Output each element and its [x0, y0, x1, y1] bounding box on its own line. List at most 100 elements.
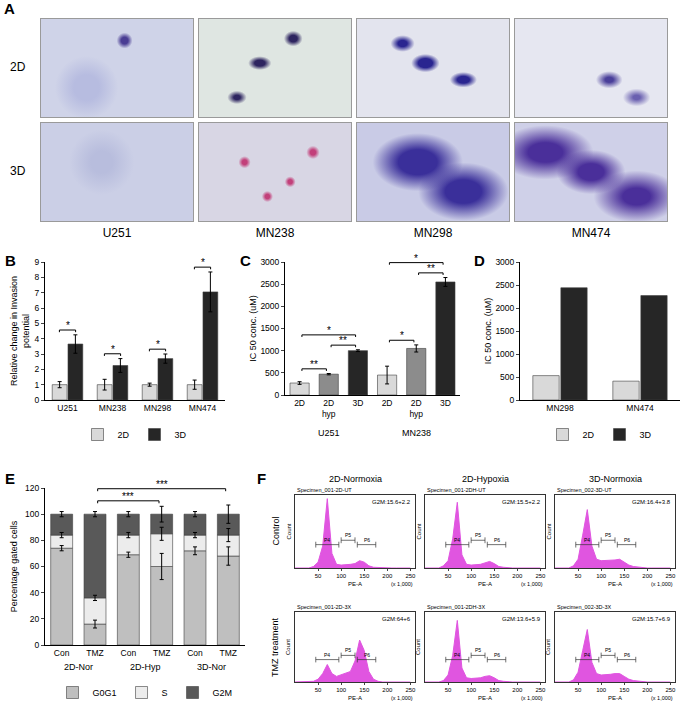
svg-text:3D: 3D — [352, 398, 363, 408]
svg-text:*: * — [156, 339, 160, 350]
svg-text:**: ** — [427, 263, 435, 274]
svg-text:F: F — [257, 470, 266, 487]
svg-text:6: 6 — [35, 303, 40, 313]
svg-text:250: 250 — [665, 687, 676, 693]
svg-text:150: 150 — [489, 573, 500, 579]
svg-text:Specimen_002-3D-UT: Specimen_002-3D-UT — [557, 487, 612, 493]
svg-text:TMZ: TMZ — [220, 648, 237, 658]
svg-text:2D: 2D — [583, 430, 595, 440]
svg-text:2D: 2D — [382, 398, 393, 408]
svg-text:200: 200 — [642, 687, 653, 693]
svg-text:2000: 2000 — [495, 303, 514, 313]
svg-text:(x 1,000): (x 1,000) — [521, 695, 543, 701]
svg-text:0: 0 — [510, 395, 515, 405]
svg-text:***: *** — [156, 479, 168, 490]
svg-text:G2M: G2M — [213, 688, 233, 698]
svg-text:1500: 1500 — [260, 323, 279, 333]
svg-text:100: 100 — [336, 687, 347, 693]
svg-text:5: 5 — [35, 318, 40, 328]
svg-text:3D-Normoxia: 3D-Normoxia — [589, 474, 642, 484]
svg-text:G2M:15.5+2.2: G2M:15.5+2.2 — [502, 499, 541, 505]
svg-text:2000: 2000 — [260, 301, 279, 311]
svg-text:60: 60 — [30, 561, 40, 571]
svg-text:250: 250 — [405, 687, 416, 693]
svg-text:PE-A: PE-A — [608, 695, 622, 701]
svg-text:MN474: MN474 — [189, 403, 217, 413]
svg-text:Count: Count — [546, 523, 552, 539]
svg-text:MN298: MN298 — [144, 403, 172, 413]
svg-text:500: 500 — [500, 372, 514, 382]
svg-text:E: E — [5, 470, 15, 487]
svg-text:2D: 2D — [118, 430, 130, 440]
svg-text:50: 50 — [315, 687, 322, 693]
svg-text:G0G1: G0G1 — [93, 688, 117, 698]
svg-text:1000: 1000 — [260, 346, 279, 356]
svg-text:MN298: MN298 — [546, 403, 574, 413]
svg-text:MN238: MN238 — [402, 428, 431, 438]
svg-text:Count: Count — [416, 523, 422, 539]
svg-text:P4: P4 — [584, 652, 590, 658]
svg-text:1000: 1000 — [495, 349, 514, 359]
svg-text:120: 120 — [25, 483, 39, 493]
svg-text:*: * — [400, 330, 404, 341]
svg-text:G2M:15.7+6.9: G2M:15.7+6.9 — [632, 616, 671, 622]
svg-text:200: 200 — [642, 573, 653, 579]
svg-text:G2M:13.6+5.9: G2M:13.6+5.9 — [502, 616, 541, 622]
svg-text:MN474: MN474 — [626, 403, 654, 413]
svg-text:0: 0 — [35, 640, 40, 650]
svg-text:PE-A: PE-A — [348, 695, 362, 701]
svg-text:G2M:16.4+3.8: G2M:16.4+3.8 — [632, 499, 671, 505]
svg-text:250: 250 — [665, 573, 676, 579]
svg-text:150: 150 — [359, 687, 370, 693]
svg-text:9: 9 — [35, 257, 40, 267]
svg-text:Specimen_001-2DH-3X: Specimen_001-2DH-3X — [427, 604, 485, 610]
svg-text:Count: Count — [285, 639, 291, 655]
svg-text:P4: P4 — [324, 652, 330, 658]
svg-text:P4: P4 — [584, 537, 590, 543]
svg-text:TMZ: TMZ — [153, 648, 170, 658]
svg-text:Specimen_001-2D-3X: Specimen_001-2D-3X — [297, 604, 351, 610]
svg-text:150: 150 — [359, 573, 370, 579]
svg-text:50: 50 — [575, 573, 582, 579]
svg-text:S: S — [162, 688, 168, 698]
svg-text:2D-Normoxia: 2D-Normoxia — [329, 474, 382, 484]
svg-text:Specimen_001-2D-UT: Specimen_001-2D-UT — [297, 487, 352, 493]
svg-text:P5: P5 — [345, 647, 351, 653]
svg-text:D: D — [474, 252, 485, 269]
svg-text:IC 50 conc. (uM): IC 50 conc. (uM) — [248, 295, 258, 362]
svg-text:80: 80 — [30, 535, 40, 545]
svg-text:200: 200 — [382, 573, 393, 579]
svg-text:2Dhyp: 2Dhyp — [409, 398, 423, 419]
svg-text:**: ** — [339, 335, 347, 346]
svg-text:50: 50 — [445, 573, 452, 579]
svg-text:2D-Hypoxia: 2D-Hypoxia — [462, 474, 509, 484]
svg-text:Relative change in Invasionpot: Relative change in Invasionpotential — [9, 276, 31, 386]
svg-text:TMZ: TMZ — [86, 648, 103, 658]
svg-text:100: 100 — [596, 573, 607, 579]
svg-text:MN238: MN238 — [99, 403, 127, 413]
svg-text:Specimen_001-2DH-UT: Specimen_001-2DH-UT — [427, 487, 486, 493]
svg-text:P6: P6 — [364, 537, 370, 543]
svg-text:TMZ treatment: TMZ treatment — [270, 617, 280, 677]
svg-text:P6: P6 — [494, 537, 500, 543]
svg-text:(x 1,000): (x 1,000) — [651, 695, 673, 701]
svg-text:3D: 3D — [640, 430, 652, 440]
svg-text:250: 250 — [535, 573, 546, 579]
svg-text:U251: U251 — [57, 403, 78, 413]
svg-text:(x 1,000): (x 1,000) — [521, 581, 543, 587]
svg-text:250: 250 — [535, 687, 546, 693]
svg-text:2Dhyp: 2Dhyp — [322, 398, 336, 419]
svg-text:2D-Hyp: 2D-Hyp — [130, 662, 161, 672]
svg-text:3D: 3D — [440, 398, 451, 408]
svg-text:100: 100 — [25, 509, 39, 519]
svg-text:7: 7 — [35, 288, 40, 298]
svg-text:*: * — [414, 253, 418, 264]
svg-text:100: 100 — [466, 687, 477, 693]
svg-text:Count: Count — [415, 639, 421, 655]
svg-text:C: C — [240, 252, 251, 269]
svg-text:2500: 2500 — [260, 279, 279, 289]
svg-text:PE-A: PE-A — [348, 581, 362, 587]
svg-text:Con: Con — [121, 648, 137, 658]
svg-text:B: B — [5, 252, 16, 269]
svg-text:Count: Count — [286, 523, 292, 539]
